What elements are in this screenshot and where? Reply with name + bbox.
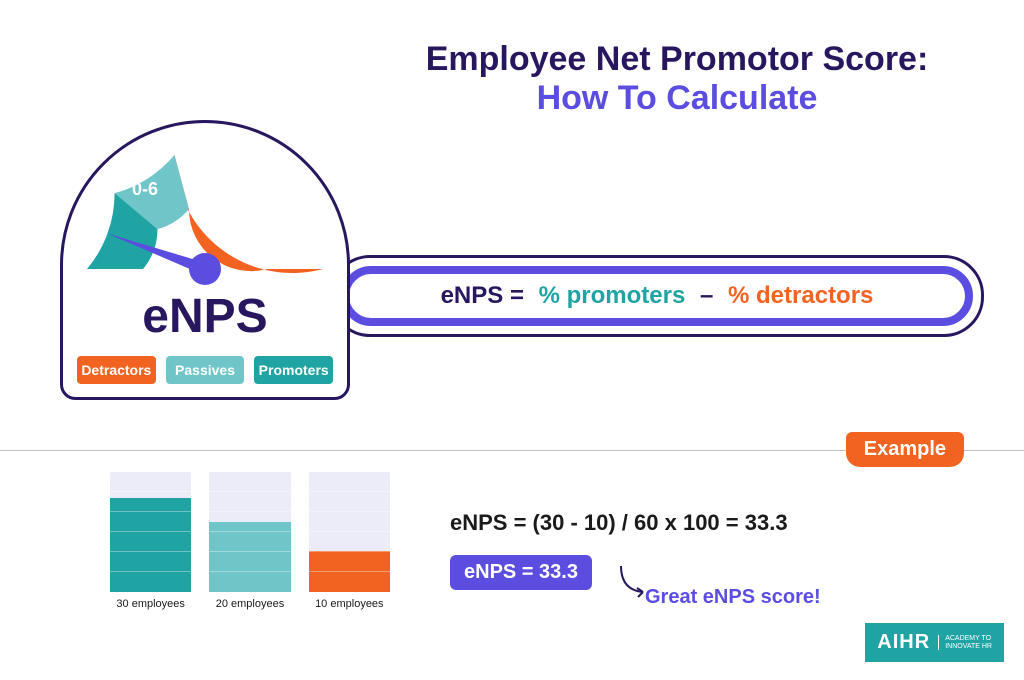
formula-part-1: % promoters bbox=[535, 282, 690, 309]
bar-col-1: 20 employees bbox=[209, 472, 290, 610]
bar-col-0: 30 employees bbox=[110, 472, 191, 610]
chip-detractors: Detractors bbox=[77, 356, 156, 384]
title-line-1: Employee Net Promotor Score: bbox=[390, 40, 964, 79]
gauge-label-1: 7-8 bbox=[228, 163, 254, 184]
example-equation: eNPS = (30 - 10) / 60 x 100 = 33.3 bbox=[450, 510, 788, 536]
formula-text: eNPS = % promoters – % detractors bbox=[437, 282, 878, 310]
chip-passives: Passives bbox=[166, 356, 245, 384]
example-bar-chart: 30 employees 20 employees 10 employees bbox=[110, 490, 390, 640]
gauge-svg bbox=[80, 141, 330, 301]
gauge-label-0: 0-6 bbox=[132, 179, 158, 200]
formula-pill-inner: eNPS = % promoters – % detractors bbox=[341, 266, 973, 326]
bar-col-2: 10 employees bbox=[309, 472, 390, 610]
page-title: Employee Net Promotor Score: How To Calc… bbox=[390, 40, 964, 118]
logo-sub: ACADEMY TO INNOVATE HR bbox=[938, 635, 992, 650]
example-result: eNPS = 33.3 bbox=[450, 555, 592, 590]
bar-0 bbox=[110, 472, 191, 592]
bars: 30 employees 20 employees 10 employees bbox=[110, 490, 390, 610]
bar-1 bbox=[209, 472, 290, 592]
example-badge: Example bbox=[846, 432, 964, 467]
note-text: Great eNPS score! bbox=[645, 586, 821, 609]
bar-fill-1 bbox=[209, 522, 290, 592]
formula-part-3: % detractors bbox=[724, 282, 877, 309]
formula-pill: eNPS = % promoters – % detractors bbox=[330, 255, 984, 337]
gauge: 0-6 7-8 9-10 bbox=[80, 141, 330, 271]
bar-label-2: 10 employees bbox=[315, 598, 384, 610]
chip-promoters: Promoters bbox=[254, 356, 333, 384]
bar-label-0: 30 employees bbox=[116, 598, 185, 610]
category-row: Detractors Passives Promoters bbox=[77, 356, 333, 384]
example-note: Great eNPS score! bbox=[615, 560, 875, 620]
formula-part-0: eNPS = bbox=[437, 282, 535, 309]
logo-main: AIHR bbox=[877, 631, 930, 654]
formula-part-2: – bbox=[689, 282, 724, 309]
bar-2 bbox=[309, 472, 390, 592]
bar-fill-2 bbox=[309, 551, 390, 592]
gauge-label-2: 9-10 bbox=[268, 197, 304, 218]
bar-label-1: 20 employees bbox=[216, 598, 285, 610]
brand-logo: AIHR ACADEMY TO INNOVATE HR bbox=[865, 623, 1004, 662]
bar-fill-0 bbox=[110, 498, 191, 592]
gauge-card: 0-6 7-8 9-10 eNPS Detractors Passives Pr… bbox=[60, 120, 350, 400]
title-line-2: How To Calculate bbox=[390, 79, 964, 118]
